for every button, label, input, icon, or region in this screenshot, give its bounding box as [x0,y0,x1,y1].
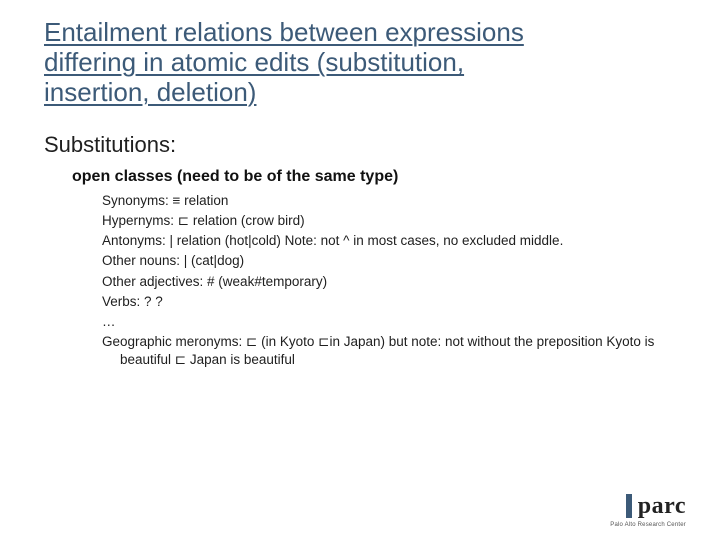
list-item: Synonyms: ≡ relation [102,192,676,210]
slide-title: Entailment relations between expressions… [44,18,676,108]
logo-text: parc [638,494,686,518]
title-line-2: differing in atomic edits (substitution, [44,47,464,77]
list-item: … [102,313,676,331]
title-line-1: Entailment relations between expressions [44,17,524,47]
item-list: Synonyms: ≡ relation Hypernyms: ⊏ relati… [102,192,676,370]
list-item: Geographic meronyms: ⊏ (in Kyoto ⊏in Jap… [102,333,676,369]
list-item: Antonyms: | relation (hot|cold) Note: no… [102,232,676,250]
logo-bar-icon [626,494,632,518]
title-line-3: insertion, deletion) [44,77,256,107]
list-item: Hypernyms: ⊏ relation (crow bird) [102,212,676,230]
list-item: Other adjectives: # (weak#temporary) [102,273,676,291]
slide: Entailment relations between expressions… [0,0,720,540]
logo-subtitle: Palo Alto Research Center [610,522,686,528]
list-item: Other nouns: | (cat|dog) [102,252,676,270]
subsection-heading: open classes (need to be of the same typ… [72,168,676,186]
parc-logo: parc [626,494,686,518]
list-item: Verbs: ? ? [102,293,676,311]
section-heading: Substitutions: [44,132,676,158]
